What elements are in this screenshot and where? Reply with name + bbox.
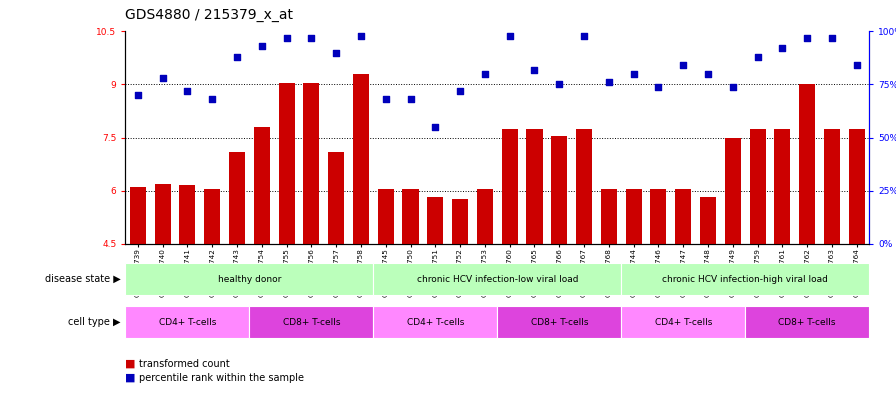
Text: CD4+ T-cells: CD4+ T-cells [654,318,712,327]
Point [453,88,468,94]
Bar [625,189,642,244]
Point [428,124,443,130]
Text: GDS4880 / 215379_x_at: GDS4880 / 215379_x_at [125,7,294,22]
Bar [750,129,765,244]
Bar [179,185,195,244]
Text: CD4+ T-cells: CD4+ T-cells [159,318,216,327]
Point [329,50,343,56]
Bar [650,189,667,244]
Bar [402,189,418,244]
Bar [502,129,518,244]
Bar [497,307,621,338]
Bar [279,83,295,244]
Point [305,35,319,41]
Bar [427,197,444,244]
Text: CD8+ T-cells: CD8+ T-cells [282,318,340,327]
Point [229,54,244,60]
Point [775,45,789,51]
Bar [452,199,468,244]
Point [602,79,616,86]
Point [751,54,765,60]
Bar [576,129,592,244]
Bar [849,129,865,244]
Point [131,92,145,98]
Bar [477,189,493,244]
Text: ■: ■ [125,358,140,369]
Point [676,62,690,68]
Bar [328,152,344,244]
Bar [204,189,220,244]
Bar [130,187,146,244]
Point [156,75,170,81]
Point [528,66,542,73]
Bar [700,197,716,244]
Point [849,62,864,68]
Point [651,83,666,90]
Bar [353,74,369,244]
Bar [374,307,497,338]
Text: CD4+ T-cells: CD4+ T-cells [407,318,464,327]
Point [254,43,269,50]
Text: transformed count: transformed count [139,358,229,369]
Point [354,33,368,39]
Bar [551,136,567,244]
Bar [824,129,840,244]
Bar [745,307,869,338]
Bar [799,84,815,244]
Text: ■: ■ [125,373,140,383]
Text: cell type ▶: cell type ▶ [68,317,121,327]
Point [626,71,641,77]
Point [478,71,492,77]
Bar [229,152,245,244]
Point [205,96,220,103]
Point [825,35,840,41]
Bar [527,129,542,244]
Bar [601,189,616,244]
Point [379,96,393,103]
Point [800,35,814,41]
Bar [676,189,691,244]
Bar [254,127,270,244]
Bar [374,263,621,295]
Text: healthy donor: healthy donor [218,275,281,283]
Bar [249,307,374,338]
Text: CD8+ T-cells: CD8+ T-cells [779,318,836,327]
Text: chronic HCV infection-low viral load: chronic HCV infection-low viral load [417,275,578,283]
Text: CD8+ T-cells: CD8+ T-cells [530,318,588,327]
Point [701,71,715,77]
Point [403,96,418,103]
Bar [304,83,319,244]
Text: chronic HCV infection-high viral load: chronic HCV infection-high viral load [662,275,828,283]
Bar [725,138,741,244]
Bar [125,263,374,295]
Bar [125,307,249,338]
Bar [621,263,869,295]
Point [577,33,591,39]
Point [280,35,294,41]
Bar [621,307,745,338]
Point [180,88,194,94]
Text: percentile rank within the sample: percentile rank within the sample [139,373,304,383]
Point [552,81,566,88]
Text: disease state ▶: disease state ▶ [45,274,121,284]
Point [726,83,740,90]
Point [503,33,517,39]
Bar [155,184,170,244]
Bar [774,129,790,244]
Bar [378,189,393,244]
